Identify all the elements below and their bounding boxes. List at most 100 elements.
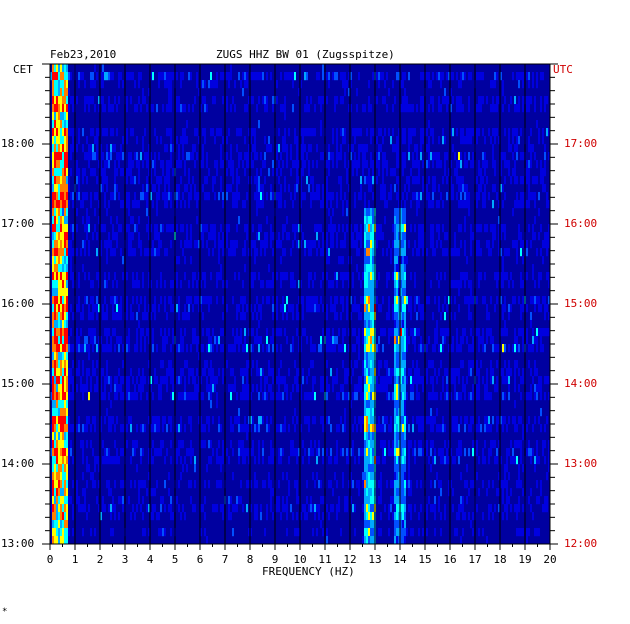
- heatmap-cell: [326, 304, 328, 313]
- heatmap-cell: [116, 456, 118, 465]
- heatmap-cell: [58, 400, 60, 409]
- heatmap-cell: [290, 144, 292, 153]
- heatmap-cell: [506, 368, 508, 377]
- heatmap-cell: [58, 384, 60, 393]
- heatmap-cell: [98, 280, 100, 289]
- heatmap-cell: [366, 280, 368, 289]
- heatmap-cell: [420, 232, 422, 241]
- heatmap-cell: [56, 472, 58, 481]
- heatmap-cell: [542, 168, 544, 177]
- heatmap-cell: [58, 136, 60, 145]
- heatmap-cell: [294, 360, 296, 369]
- heatmap-cell: [204, 128, 206, 137]
- heatmap-cell: [228, 128, 230, 137]
- heatmap-cell: [108, 152, 110, 161]
- heatmap-cell: [292, 224, 294, 233]
- heatmap-cell: [464, 296, 466, 305]
- heatmap-cell: [260, 368, 262, 377]
- heatmap-cell: [212, 368, 214, 377]
- heatmap-cell: [398, 344, 400, 353]
- heatmap-cell: [190, 240, 192, 249]
- heatmap-cell: [270, 456, 272, 465]
- heatmap-cell: [64, 264, 66, 273]
- heatmap-cell: [86, 296, 88, 305]
- heatmap-cell: [112, 128, 114, 137]
- heatmap-cell: [204, 272, 206, 281]
- heatmap-cell: [464, 200, 466, 209]
- heatmap-cell: [426, 248, 428, 257]
- heatmap-cell: [228, 456, 230, 465]
- heatmap-cell: [244, 168, 246, 177]
- heatmap-cell: [400, 280, 402, 289]
- heatmap-cell: [372, 160, 374, 169]
- heatmap-cell: [376, 232, 378, 241]
- heatmap-cell: [364, 352, 366, 361]
- heatmap-cell: [404, 200, 406, 209]
- heatmap-cell: [268, 280, 270, 289]
- heatmap-cell: [364, 288, 366, 297]
- heatmap-cell: [138, 160, 140, 169]
- heatmap-cell: [460, 152, 462, 161]
- heatmap-cell: [206, 384, 208, 393]
- heatmap-cell: [528, 344, 530, 353]
- heatmap-cell: [292, 336, 294, 345]
- heatmap-cell: [492, 80, 494, 89]
- heatmap-cell: [396, 376, 398, 385]
- heatmap-cell: [278, 128, 280, 137]
- heatmap-cell: [366, 384, 368, 393]
- heatmap-cell: [134, 344, 136, 353]
- heatmap-cell: [82, 424, 84, 433]
- heatmap-cell: [452, 376, 454, 385]
- heatmap-cell: [460, 272, 462, 281]
- heatmap-cell: [136, 296, 138, 305]
- heatmap-cell: [58, 296, 60, 305]
- heatmap-cell: [414, 368, 416, 377]
- heatmap-cell: [148, 416, 150, 425]
- heatmap-cell: [310, 144, 312, 153]
- heatmap-cell: [54, 496, 56, 505]
- heatmap-cell: [56, 200, 58, 209]
- heatmap-cell: [548, 464, 550, 473]
- heatmap-cell: [402, 312, 404, 321]
- heatmap-cell: [436, 328, 438, 337]
- heatmap-cell: [322, 152, 324, 161]
- heatmap-cell: [486, 304, 488, 313]
- heatmap-cell: [160, 376, 162, 385]
- heatmap-cell: [240, 312, 242, 321]
- heatmap-cell: [516, 456, 518, 465]
- heatmap-cell: [366, 312, 368, 321]
- heatmap-cell: [82, 176, 84, 185]
- heatmap-cell: [60, 216, 62, 225]
- heatmap-cell: [56, 320, 58, 329]
- heatmap-cell: [336, 424, 338, 433]
- heatmap-cell: [128, 224, 130, 233]
- heatmap-cell: [540, 488, 542, 497]
- heatmap-cell: [234, 344, 236, 353]
- heatmap-cell: [450, 392, 452, 401]
- heatmap-cell: [190, 416, 192, 425]
- heatmap-cell: [478, 456, 480, 465]
- heatmap-cell: [126, 336, 128, 345]
- heatmap-cell: [78, 280, 80, 289]
- heatmap-cell: [104, 296, 106, 305]
- heatmap-cell: [160, 136, 162, 145]
- heatmap-cell: [372, 168, 374, 177]
- heatmap-cell: [234, 504, 236, 513]
- heatmap-cell: [378, 272, 380, 281]
- heatmap-cell: [160, 280, 162, 289]
- heatmap-cell: [330, 280, 332, 289]
- heatmap-cell: [362, 144, 364, 153]
- heatmap-cell: [114, 96, 116, 105]
- heatmap-cell: [238, 416, 240, 425]
- heatmap-cell: [398, 248, 400, 257]
- heatmap-cell: [84, 296, 86, 305]
- heatmap-cell: [244, 448, 246, 457]
- heatmap-cell: [68, 384, 70, 393]
- heatmap-cell: [218, 248, 220, 257]
- heatmap-cell: [86, 424, 88, 433]
- heatmap-cell: [250, 272, 252, 281]
- heatmap-cell: [402, 464, 404, 473]
- heatmap-cell: [92, 416, 94, 425]
- heatmap-cell: [358, 480, 360, 489]
- heatmap-cell: [52, 472, 54, 481]
